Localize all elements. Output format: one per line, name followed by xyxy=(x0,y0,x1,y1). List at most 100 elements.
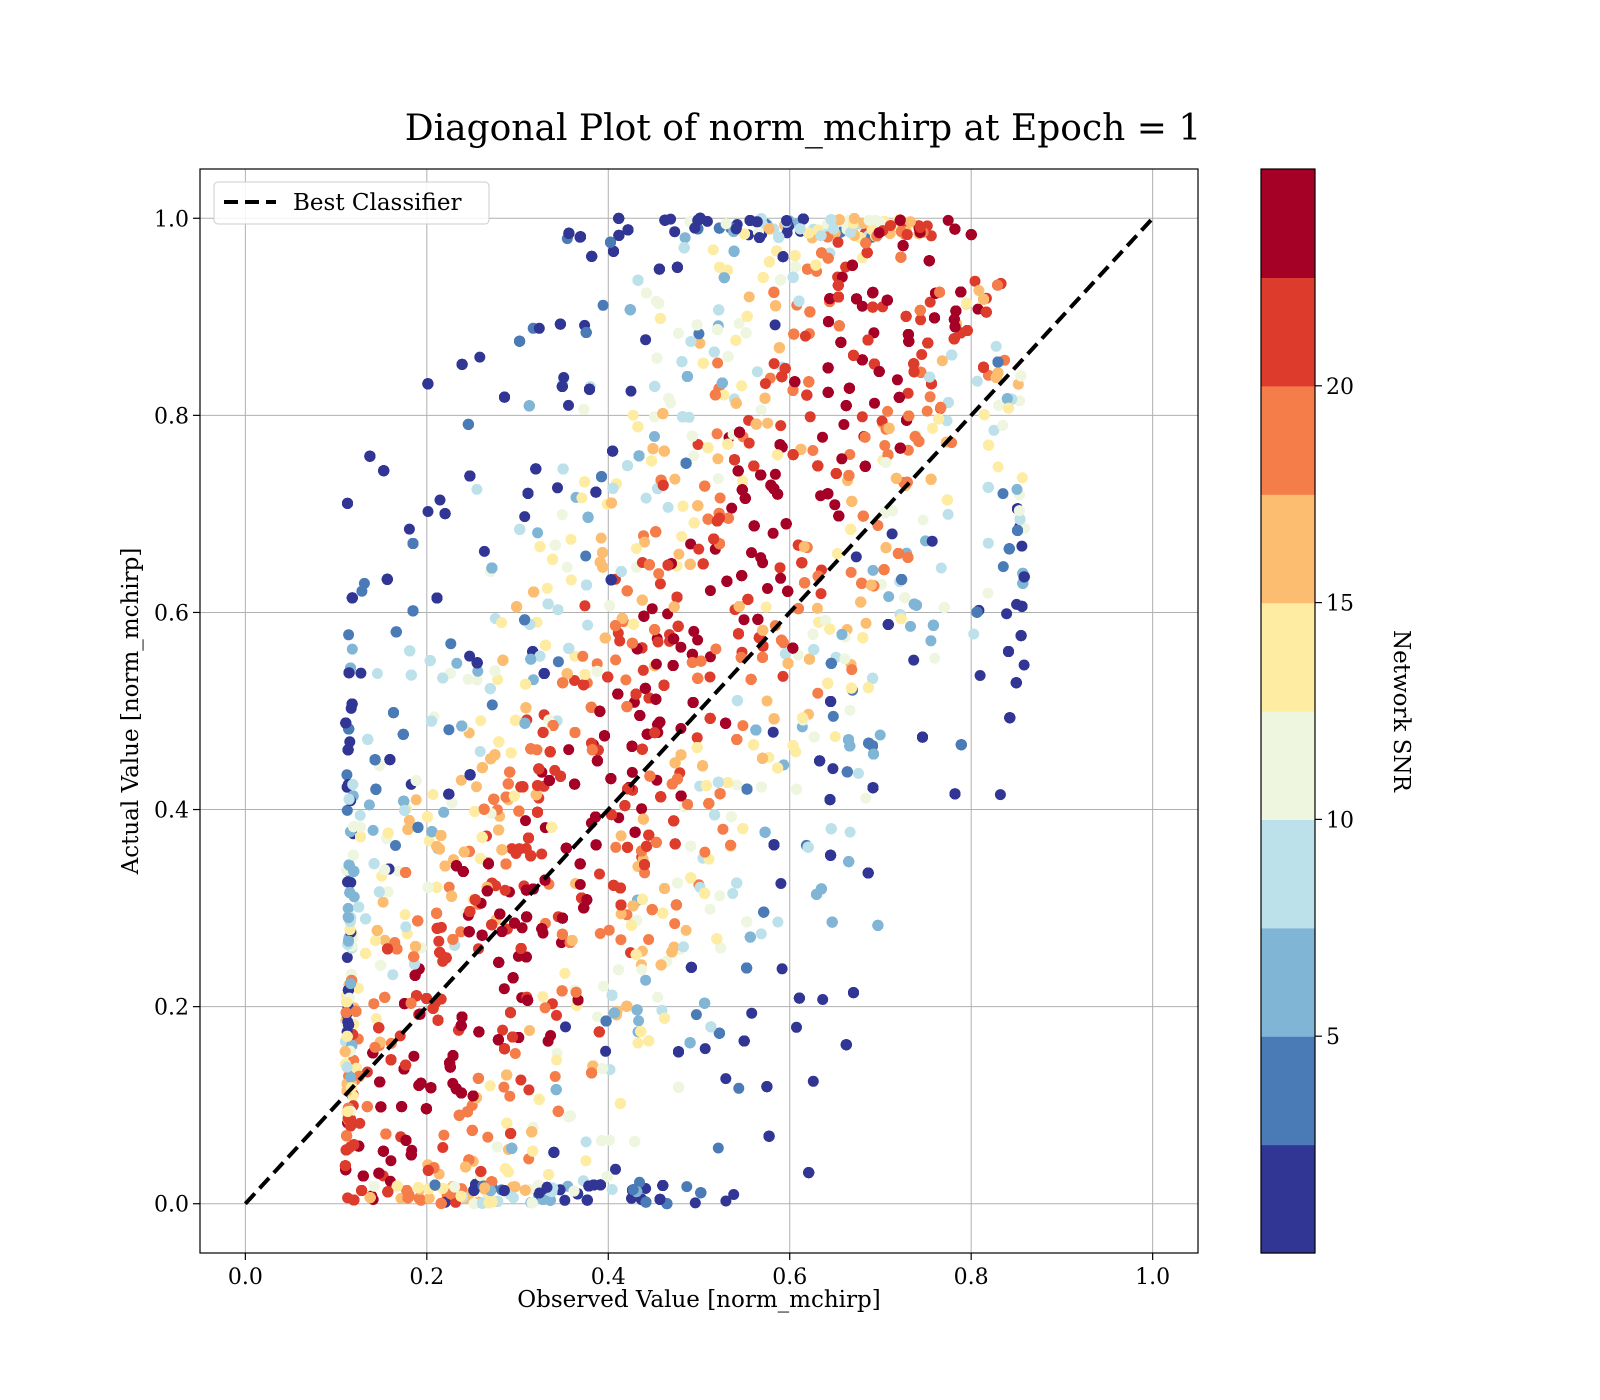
scatter-point xyxy=(988,424,1000,436)
scatter-point xyxy=(580,1136,592,1148)
scatter-point xyxy=(634,1176,645,1188)
scatter-point xyxy=(354,1117,366,1129)
scatter-point xyxy=(769,468,781,480)
scatter-point xyxy=(710,643,722,655)
scatter-point xyxy=(471,674,483,686)
scatter-point xyxy=(874,729,886,741)
scatter-point xyxy=(496,617,508,629)
scatter-point xyxy=(714,890,726,902)
scatter-point xyxy=(927,422,938,434)
scatter-point xyxy=(580,1155,592,1167)
scatter-point xyxy=(652,991,664,1003)
scatter-point xyxy=(769,319,781,331)
scatter-point xyxy=(595,532,607,544)
scatter-point xyxy=(812,687,824,699)
scatter-point xyxy=(541,582,553,594)
scatter-point xyxy=(464,650,476,662)
scatter-point xyxy=(649,431,660,442)
scatter-point xyxy=(498,983,510,995)
scatter-point xyxy=(537,991,549,1003)
scatter-point xyxy=(625,385,637,397)
scatter-point xyxy=(580,550,592,562)
scatter-point xyxy=(341,952,353,963)
scatter-point xyxy=(482,1131,494,1143)
scatter-point xyxy=(559,1194,571,1206)
scatter-point xyxy=(836,271,848,283)
scatter-point xyxy=(603,924,615,936)
scatter-point xyxy=(610,841,622,853)
scatter-point xyxy=(971,375,983,387)
scatter-points xyxy=(339,212,1031,1210)
scatter-point xyxy=(733,1082,745,1094)
scatter-point xyxy=(1016,540,1028,552)
scatter-point xyxy=(746,547,757,559)
scatter-point xyxy=(993,400,1005,411)
scatter-point xyxy=(882,405,894,417)
scatter-point xyxy=(942,508,954,520)
scatter-point xyxy=(693,328,705,340)
scatter-point xyxy=(755,552,767,564)
scatter-point xyxy=(761,695,773,707)
scatter-point xyxy=(410,794,422,806)
scatter-point xyxy=(936,355,948,367)
scatter-point xyxy=(860,792,872,804)
scatter-point xyxy=(681,1181,693,1193)
scatter-point xyxy=(1018,659,1030,671)
scatter-point xyxy=(371,668,383,679)
scatter-point xyxy=(606,1184,618,1195)
scatter-point xyxy=(997,419,1009,431)
plot-area: 0.0 0.2 0.4 0.6 0.8 1.0 0.00.20.40.60.81.0 xyxy=(154,168,1199,1290)
scatter-point xyxy=(552,482,563,494)
scatter-point xyxy=(533,322,545,334)
scatter-point xyxy=(555,937,567,949)
scatter-point xyxy=(685,538,697,550)
scatter-point xyxy=(968,628,980,640)
scatter-point xyxy=(997,561,1009,573)
scatter-point xyxy=(699,846,711,858)
scatter-point xyxy=(941,415,953,427)
scatter-point xyxy=(688,625,700,637)
scatter-point xyxy=(600,1045,612,1057)
scatter-point xyxy=(597,299,609,311)
scatter-point xyxy=(872,520,884,531)
scatter-point xyxy=(992,461,1004,473)
scatter-point xyxy=(997,488,1009,500)
scatter-point xyxy=(403,523,415,535)
scatter-point xyxy=(354,809,366,821)
scatter-point xyxy=(536,848,548,860)
scatter-point xyxy=(558,372,570,383)
scatter-point xyxy=(669,473,681,485)
scatter-point xyxy=(759,378,771,390)
scatter-point xyxy=(559,967,571,979)
scatter-point xyxy=(775,420,787,432)
scatter-point xyxy=(691,732,703,744)
scatter-point xyxy=(552,604,564,616)
scatter-point xyxy=(627,409,639,421)
scatter-point xyxy=(368,998,380,1010)
scatter-point xyxy=(414,1193,426,1205)
scatter-point xyxy=(620,674,632,686)
scatter-point xyxy=(472,665,484,677)
scatter-point xyxy=(969,275,981,287)
scatter-point xyxy=(829,731,841,743)
scatter-point xyxy=(387,969,399,981)
scatter-point xyxy=(799,330,811,342)
scatter-point xyxy=(704,651,716,663)
scatter-point xyxy=(879,440,891,451)
scatter-point xyxy=(676,530,688,542)
scatter-point xyxy=(646,603,658,615)
scatter-point xyxy=(720,1073,732,1085)
scatter-point xyxy=(630,543,642,554)
scatter-point xyxy=(675,641,687,653)
scatter-point xyxy=(704,903,716,915)
scatter-point xyxy=(368,1180,380,1192)
scatter-point xyxy=(838,419,850,430)
scatter-point xyxy=(731,779,743,791)
scatter-point xyxy=(434,494,446,506)
scatter-point xyxy=(504,1090,516,1102)
scatter-point xyxy=(423,1192,435,1204)
scatter-point xyxy=(712,473,724,485)
scatter-point xyxy=(427,789,439,800)
scatter-point xyxy=(755,404,767,416)
scatter-point xyxy=(678,941,689,953)
